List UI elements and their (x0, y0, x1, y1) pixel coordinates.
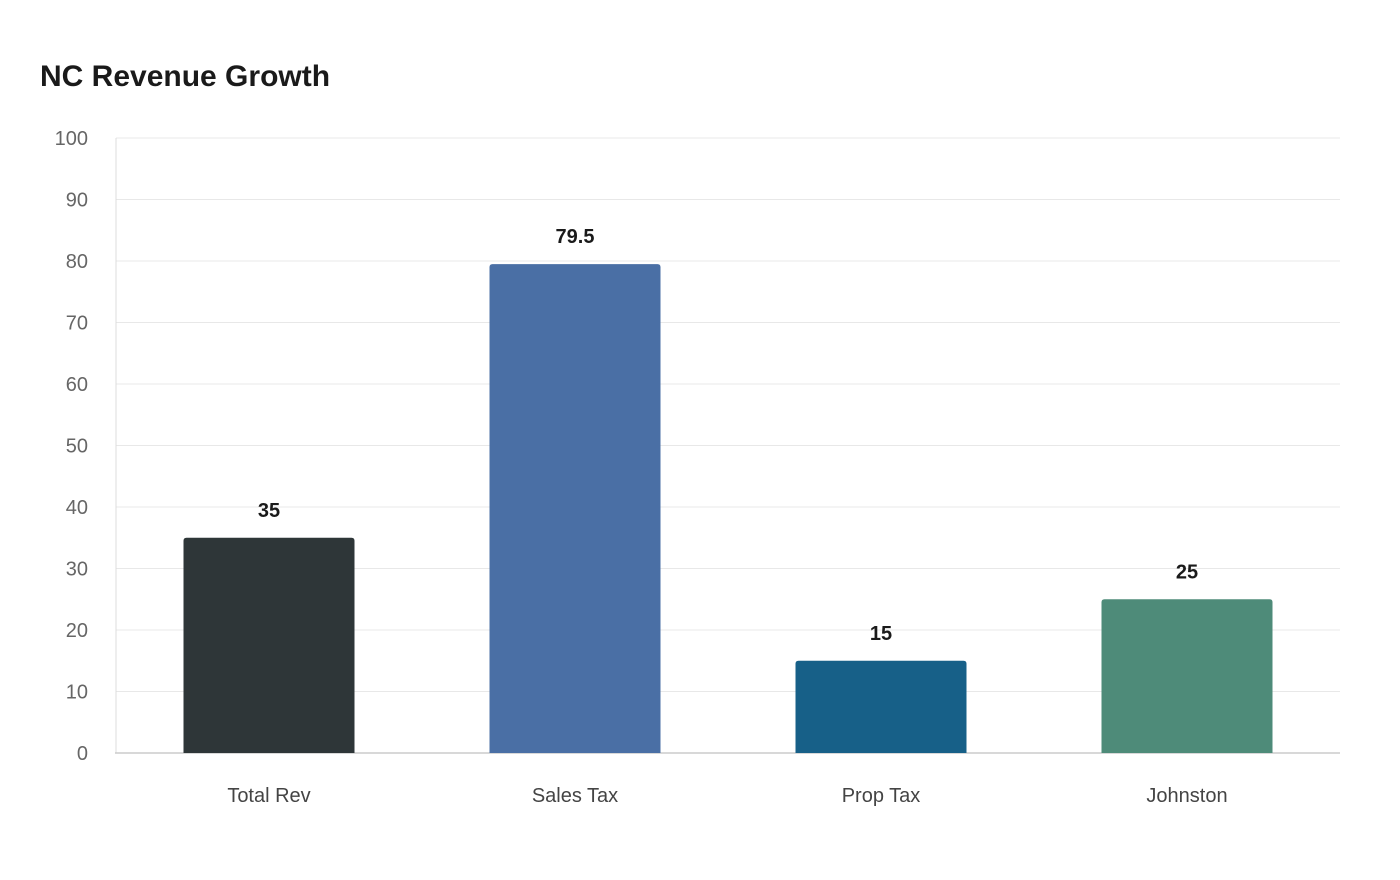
y-tick-label: 50 (66, 436, 88, 458)
y-tick-label: 100 (55, 128, 88, 150)
y-tick-label: 60 (66, 374, 88, 396)
y-tick-label: 0 (77, 743, 88, 765)
y-tick-label: 20 (66, 620, 88, 642)
x-tick-label: Sales Tax (532, 785, 618, 807)
bar (183, 537, 355, 753)
data-label: 25 (1176, 561, 1198, 583)
x-tick-label: Total Rev (227, 785, 310, 807)
y-tick-label: 30 (66, 559, 88, 581)
y-tick-label: 10 (66, 682, 88, 704)
x-tick-label: Prop Tax (842, 785, 921, 807)
chart-title: NC Revenue Growth (40, 60, 331, 93)
y-tick-label: 80 (66, 251, 88, 273)
bar (489, 264, 661, 753)
data-label: 35 (258, 500, 280, 522)
y-tick-label: 70 (66, 313, 88, 335)
y-tick-label: 40 (66, 497, 88, 519)
bar (1101, 599, 1273, 753)
data-label: 15 (870, 623, 892, 645)
data-label: 79.5 (556, 226, 595, 248)
bar (795, 660, 967, 753)
x-tick-label: Johnston (1146, 785, 1227, 807)
y-tick-label: 90 (66, 190, 88, 212)
